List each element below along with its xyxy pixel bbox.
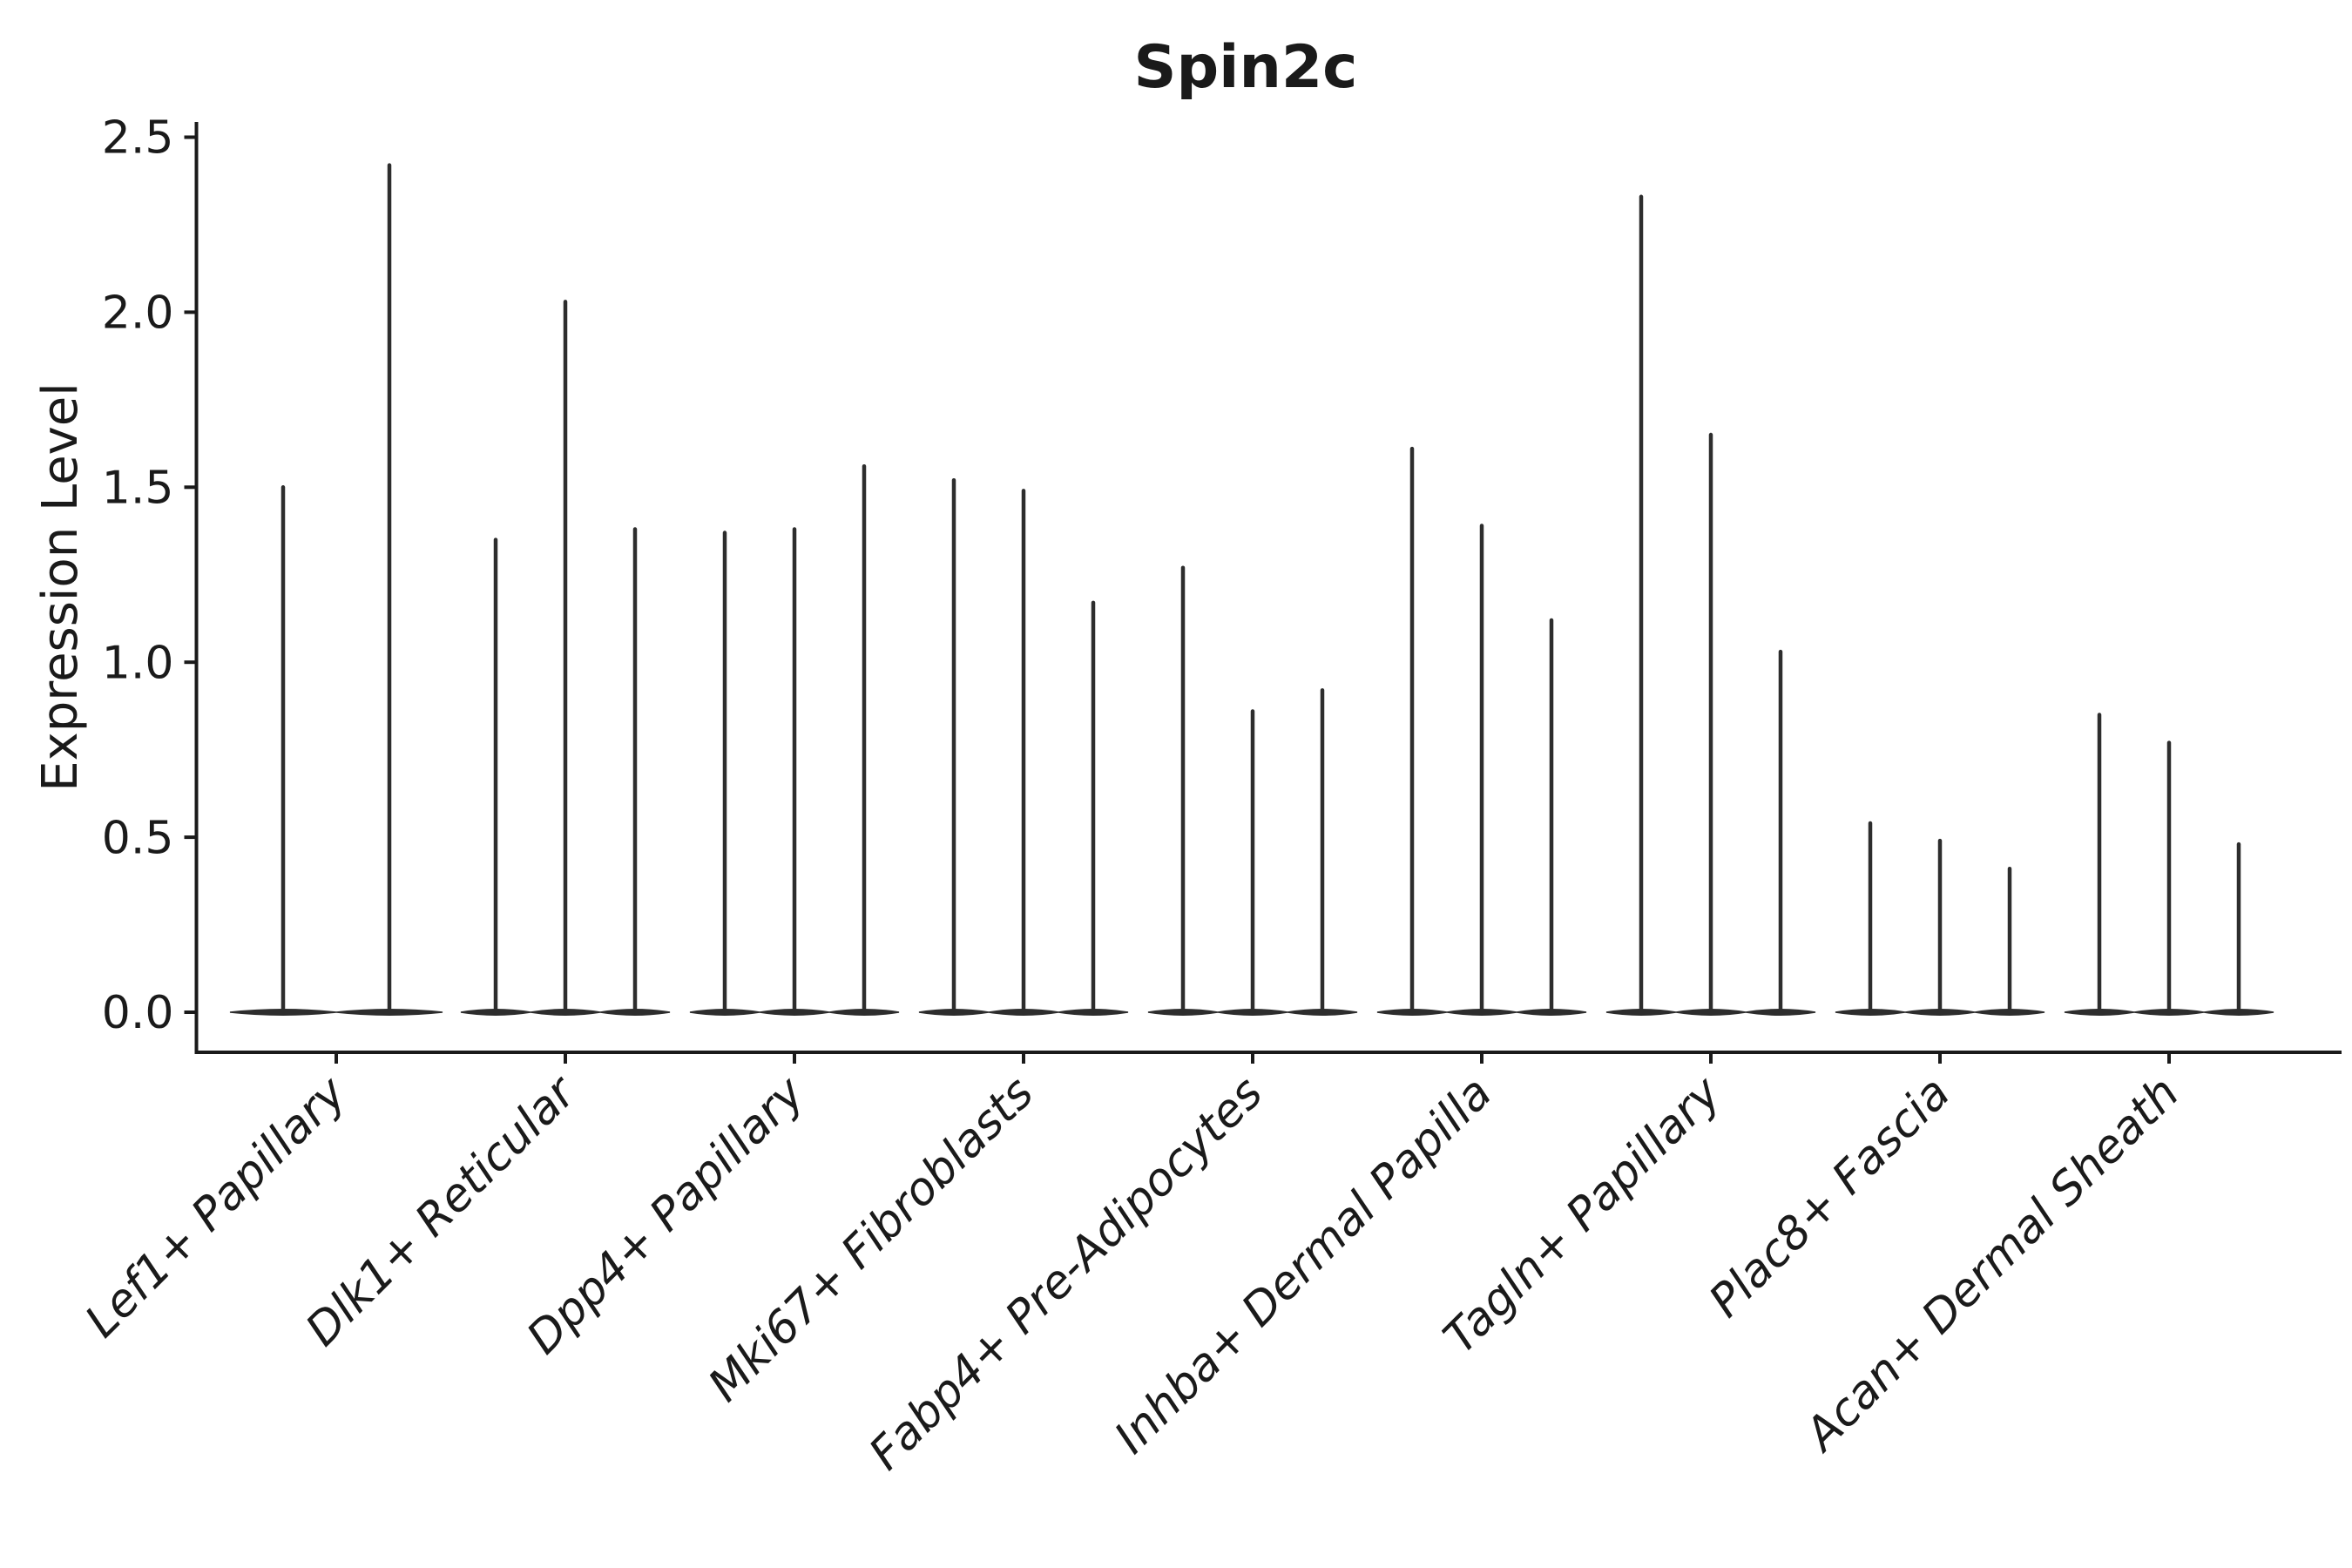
y-tick-label: 1.0 [102,637,174,689]
violin-group [1835,821,2045,1016]
x-tick-label: Inhba+ Dermal Papilla [1105,1067,1502,1464]
x-tick-label: Plac8+ Fascia [1700,1067,1960,1328]
violin-group [689,463,900,1016]
violin-body [1217,1009,1288,1016]
violin-group [1376,446,1587,1016]
violin-body [599,1009,671,1016]
violin-group [229,163,443,1016]
violin-body [1605,1009,1677,1016]
violin-body [1376,1009,1448,1016]
x-tick-label: Fabp4+ Pre-Adipocytes [860,1067,1274,1481]
violin-body [828,1009,900,1016]
violin-body [1516,1009,1587,1016]
violin-body [759,1009,830,1016]
violin-body [918,1009,990,1016]
violin-group [1605,194,1816,1016]
plot-title: Spin2c [1134,33,1358,102]
violin-body [1446,1009,1517,1016]
violin-group [2064,713,2274,1016]
violin-body [1287,1009,1358,1016]
violin-layer [229,163,2274,1016]
violin-body [2203,1009,2274,1016]
violin-body [1904,1009,1976,1016]
violin-group [460,300,671,1016]
violin-body [1147,1009,1219,1016]
violin-body [229,1009,337,1016]
violin-body [530,1009,601,1016]
violin-body [988,1009,1059,1016]
violin-body [1745,1009,1816,1016]
violin-body [1835,1009,1906,1016]
y-axis-label: Expression Level [32,382,89,792]
violin-group [918,478,1129,1016]
y-tick-label: 2.0 [102,287,174,340]
violin-body [689,1009,760,1016]
y-tick-label: 0.5 [102,812,174,864]
y-tick-label: 2.5 [102,112,174,165]
violin-body [1675,1009,1747,1016]
violin-body [1974,1009,2045,1016]
x-tick-label: Acan+ Dermal Sheath [1794,1067,2189,1463]
violin-body [335,1009,443,1016]
violin-body [1058,1009,1129,1016]
y-tick-label: 0.0 [102,987,174,1039]
violin-group [1147,565,1358,1016]
violin-body [2133,1009,2205,1016]
y-tick-label: 1.5 [102,463,174,515]
violin-body [460,1009,531,1016]
violin-body [2064,1009,2135,1016]
